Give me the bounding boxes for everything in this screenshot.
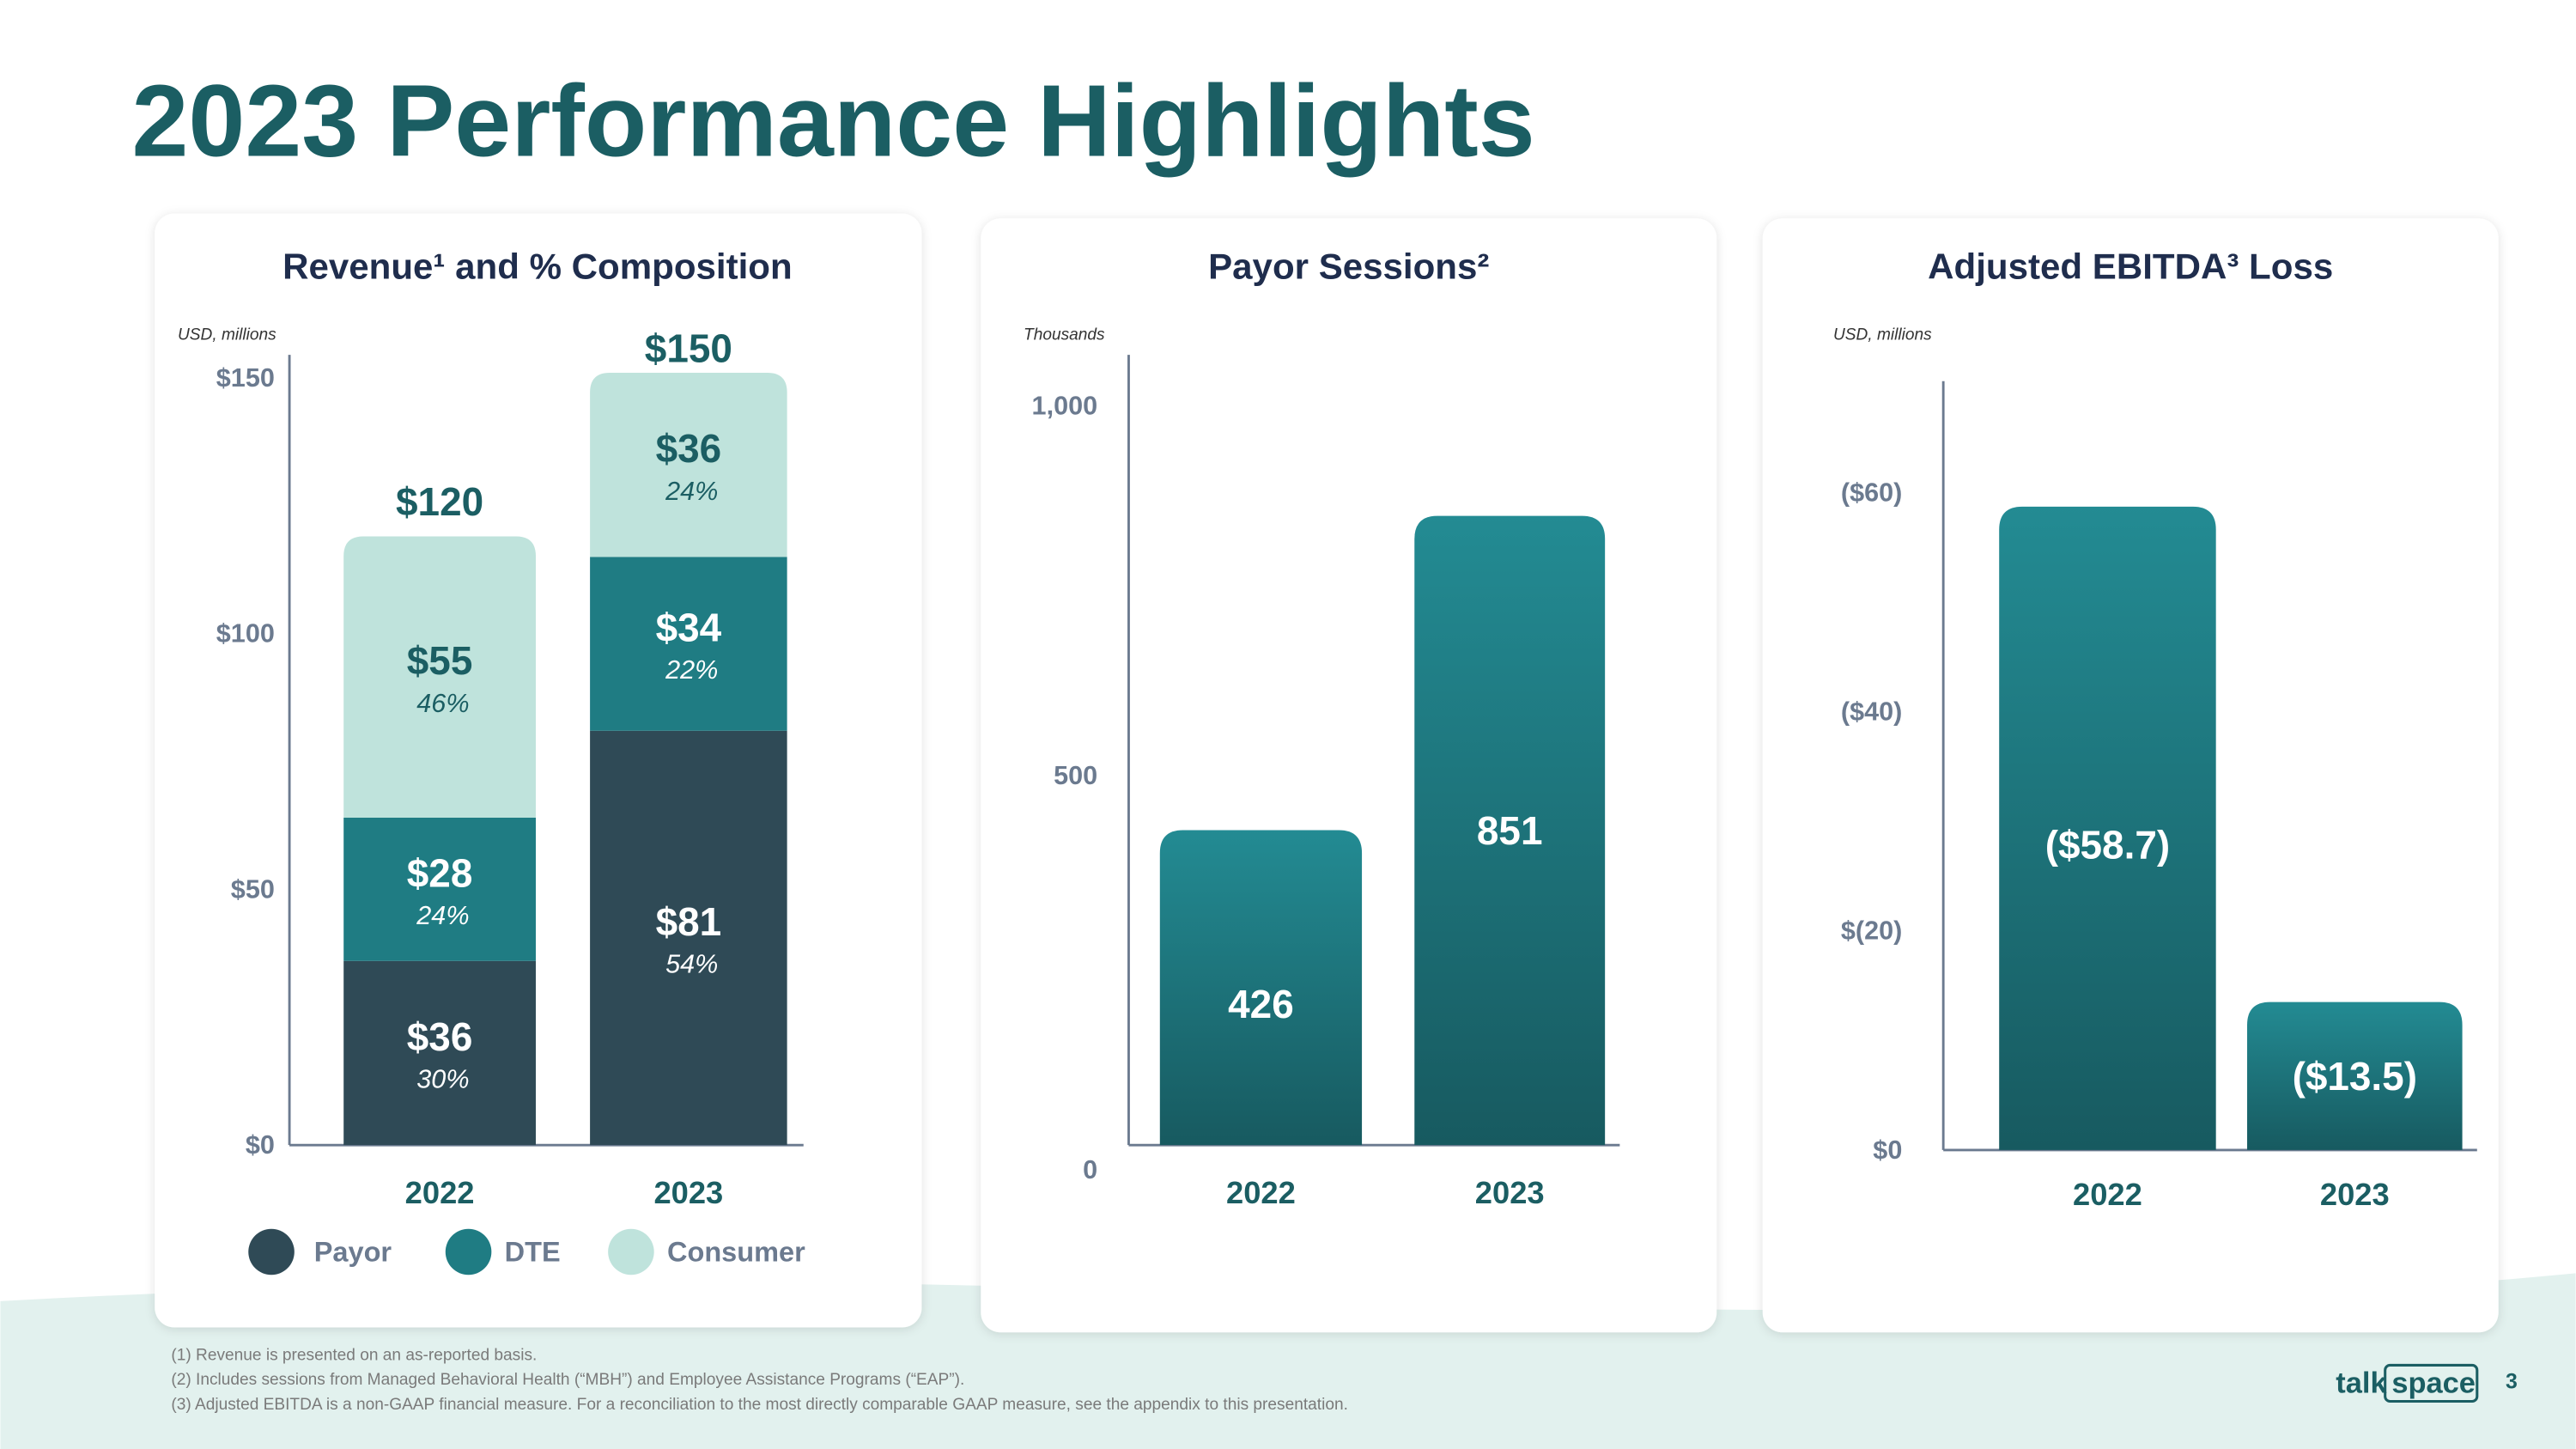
y-tick-label: $100 <box>216 619 275 648</box>
unit-label: Thousands <box>1024 326 1105 344</box>
value-label: 851 <box>1477 808 1543 853</box>
bar <box>1159 830 1363 1146</box>
bar <box>1414 515 1606 1146</box>
value-label: ($13.5) <box>2293 1054 2417 1099</box>
legend-swatch <box>445 1228 492 1275</box>
bar <box>2247 1002 2463 1150</box>
y-tick-label: $0 <box>1873 1135 1902 1165</box>
value-label: $36 <box>656 426 722 471</box>
y-tick-label: ($40) <box>1841 697 1902 726</box>
share-label: 30% <box>416 1065 469 1094</box>
bar-segment <box>590 557 787 731</box>
x-tick-label: 2023 <box>1475 1175 1545 1210</box>
bar-segment <box>343 818 536 961</box>
x-tick-label: 2022 <box>405 1175 475 1210</box>
footnote: (1) Revenue is presented on an as-report… <box>171 1346 537 1364</box>
logo-text: space <box>2391 1367 2476 1399</box>
logo-box <box>2384 1363 2479 1403</box>
y-tick-label: $(20) <box>1841 916 1902 946</box>
total-label: $150 <box>645 326 732 370</box>
bar-segment <box>590 372 787 557</box>
chart-title: Payor Sessions² <box>1208 246 1489 286</box>
bar <box>1999 506 2216 1150</box>
value-label: 426 <box>1228 982 1294 1026</box>
legend-swatch <box>608 1228 654 1275</box>
y-tick-label: $50 <box>231 874 275 904</box>
y-tick-label: 0 <box>1083 1155 1097 1184</box>
value-label: ($58.7) <box>2045 822 2170 867</box>
slide-title: 2023 Performance Highlights <box>131 65 1534 179</box>
chart-title: Adjusted EBITDA³ Loss <box>1928 246 2333 286</box>
value-label: $81 <box>656 899 722 944</box>
share-label: 22% <box>665 655 718 685</box>
x-tick-label: 2023 <box>653 1175 723 1210</box>
logo-text: talk <box>2336 1367 2387 1399</box>
value-label: $34 <box>656 605 722 649</box>
legend-label: DTE <box>505 1236 561 1267</box>
x-tick-label: 2023 <box>2320 1177 2390 1212</box>
total-label: $120 <box>396 479 483 524</box>
legend-swatch <box>248 1228 295 1275</box>
value-label: $28 <box>407 850 473 895</box>
y-tick-label: $150 <box>216 363 275 393</box>
legend-label: Consumer <box>667 1236 805 1267</box>
footnote: (3) Adjusted EBITDA is a non-GAAP financ… <box>171 1396 1348 1414</box>
y-tick-label: $0 <box>246 1130 275 1160</box>
logo: talk space <box>2336 1363 2479 1403</box>
footnote: (2) Includes sessions from Managed Behav… <box>171 1371 964 1389</box>
bar-segment <box>343 536 536 819</box>
x-tick-label: 2022 <box>1226 1175 1296 1210</box>
bar-segment <box>590 730 787 1146</box>
share-label: 46% <box>416 689 469 718</box>
y-tick-label: 1,000 <box>1032 391 1098 420</box>
legend-label: Payor <box>314 1236 392 1267</box>
share-label: 54% <box>665 950 718 979</box>
share-label: 24% <box>665 477 718 506</box>
page-number: 3 <box>2506 1370 2518 1394</box>
value-label: $36 <box>407 1014 473 1059</box>
y-tick-label: 500 <box>1054 761 1097 790</box>
unit-label: USD, millions <box>1833 326 1932 344</box>
chart-title: Revenue¹ and % Composition <box>283 246 793 286</box>
y-tick-label: ($60) <box>1841 478 1902 507</box>
unit-label: USD, millions <box>178 326 276 344</box>
x-tick-label: 2022 <box>2073 1177 2142 1212</box>
bar-segment <box>343 960 536 1146</box>
share-label: 24% <box>416 901 469 930</box>
value-label: $55 <box>407 638 473 683</box>
